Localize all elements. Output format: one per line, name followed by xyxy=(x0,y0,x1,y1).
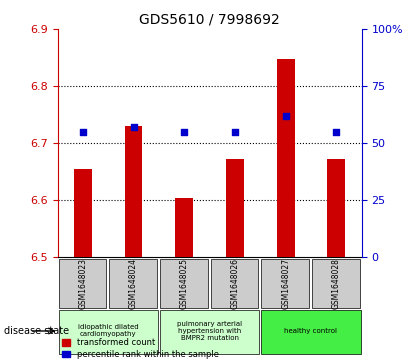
Legend: transformed count, percentile rank within the sample: transformed count, percentile rank withi… xyxy=(62,338,219,359)
Text: GSM1648025: GSM1648025 xyxy=(180,258,189,309)
Bar xyxy=(125,126,143,257)
Point xyxy=(232,129,238,134)
FancyBboxPatch shape xyxy=(261,260,309,307)
Text: GSM1648024: GSM1648024 xyxy=(129,258,138,309)
Bar xyxy=(74,168,92,257)
Text: GSM1648023: GSM1648023 xyxy=(79,258,88,309)
Text: GSM1648026: GSM1648026 xyxy=(231,258,240,309)
Text: idiopathic dilated
cardiomyopathy: idiopathic dilated cardiomyopathy xyxy=(78,325,139,338)
FancyBboxPatch shape xyxy=(58,310,158,354)
Point xyxy=(80,129,86,134)
Text: GSM1648028: GSM1648028 xyxy=(332,258,341,309)
Text: GSM1648027: GSM1648027 xyxy=(281,258,290,309)
Point xyxy=(333,129,339,134)
FancyBboxPatch shape xyxy=(109,260,157,307)
Point xyxy=(181,129,187,134)
FancyBboxPatch shape xyxy=(160,310,259,354)
FancyBboxPatch shape xyxy=(58,260,106,307)
Bar xyxy=(175,198,193,257)
Text: pulmonary arterial
hypertension with
BMPR2 mutation: pulmonary arterial hypertension with BMP… xyxy=(177,321,242,341)
Point xyxy=(130,124,137,130)
Bar xyxy=(328,159,345,257)
Bar xyxy=(277,59,295,257)
Point xyxy=(282,113,289,118)
FancyBboxPatch shape xyxy=(312,260,360,307)
Title: GDS5610 / 7998692: GDS5610 / 7998692 xyxy=(139,12,280,26)
FancyBboxPatch shape xyxy=(160,260,208,307)
Text: healthy control: healthy control xyxy=(284,328,337,334)
Text: disease state: disease state xyxy=(5,326,69,336)
FancyBboxPatch shape xyxy=(210,260,258,307)
FancyBboxPatch shape xyxy=(261,310,361,354)
Bar xyxy=(226,159,244,257)
